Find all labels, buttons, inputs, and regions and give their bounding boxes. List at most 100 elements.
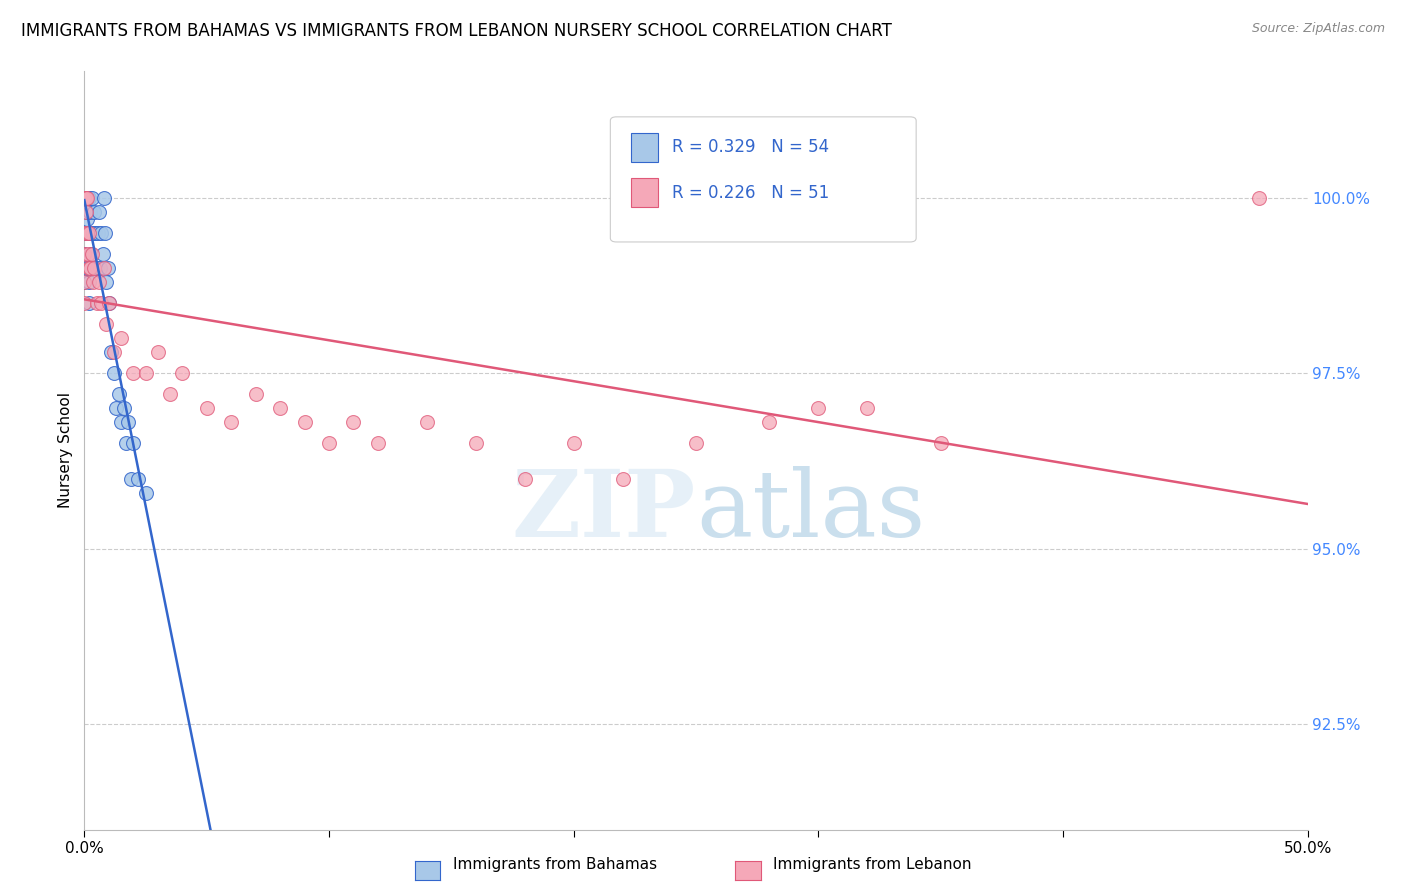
Point (80, 247, 103, 261)
Point (75, 204, 97, 219)
Point (612, 471, 634, 485)
Point (77, 191, 100, 205)
Point (76, 226, 98, 240)
Point (172, 366, 194, 380)
Point (513, 471, 536, 485)
Point (1247, 191, 1270, 205)
Point (245, 387, 267, 401)
Point (73, 247, 96, 261)
Point (195, 401, 218, 416)
Point (91, 247, 114, 261)
Point (83, 260, 105, 275)
Point (73, 191, 96, 205)
Text: IMMIGRANTS FROM BAHAMAS VS IMMIGRANTS FROM LEBANON NURSERY SCHOOL CORRELATION CH: IMMIGRANTS FROM BAHAMAS VS IMMIGRANTS FR… (21, 22, 891, 40)
Text: R = 0.226   N = 51: R = 0.226 N = 51 (672, 184, 828, 202)
Point (77, 260, 100, 275)
Point (75, 191, 97, 205)
Point (84, 226, 107, 240)
Point (76, 191, 98, 205)
Point (75, 204, 97, 219)
Point (73, 191, 96, 205)
Point (90, 226, 112, 240)
Point (97, 296, 120, 310)
Point (82, 226, 104, 240)
Point (73, 191, 96, 205)
Point (86, 296, 108, 310)
Point (80, 247, 103, 261)
Point (73, 191, 96, 205)
Point (87, 204, 110, 219)
Point (758, 416, 780, 430)
Text: Immigrants from Lebanon: Immigrants from Lebanon (773, 857, 972, 872)
Point (80, 191, 103, 205)
Point (75, 191, 97, 205)
Point (122, 436, 145, 450)
Point (73, 275, 96, 289)
Point (115, 436, 138, 450)
Point (73, 191, 96, 205)
Point (73, 191, 96, 205)
Text: ZIP: ZIP (512, 467, 696, 556)
Point (93, 191, 115, 205)
Point (77, 275, 100, 289)
Point (856, 401, 879, 416)
Point (86, 260, 108, 275)
Point (122, 366, 145, 380)
Point (90, 296, 112, 310)
Point (219, 416, 242, 430)
Point (110, 416, 132, 430)
Point (73, 226, 96, 240)
Point (103, 345, 125, 359)
Point (100, 345, 122, 359)
Point (269, 401, 291, 416)
Point (73, 191, 96, 205)
Point (73, 226, 96, 240)
Point (929, 436, 952, 450)
Point (464, 436, 486, 450)
Point (73, 247, 96, 261)
Point (97, 296, 120, 310)
Point (73, 204, 96, 219)
Point (73, 191, 96, 205)
Point (73, 275, 96, 289)
Point (87, 226, 110, 240)
Point (146, 345, 169, 359)
Bar (631, 133, 658, 161)
Point (120, 471, 142, 485)
Point (79, 204, 101, 219)
Point (342, 416, 364, 430)
Point (107, 387, 129, 401)
Point (117, 416, 139, 430)
Point (73, 296, 96, 310)
Point (77, 296, 100, 310)
Point (79, 226, 101, 240)
Point (73, 191, 96, 205)
Point (76, 211, 98, 226)
Point (103, 366, 125, 380)
Point (110, 331, 132, 345)
Point (367, 436, 389, 450)
Point (562, 436, 585, 450)
Point (77, 191, 100, 205)
Point (127, 471, 149, 485)
Point (77, 226, 100, 240)
Point (318, 436, 340, 450)
Point (94, 226, 117, 240)
Point (105, 401, 128, 416)
Text: atlas: atlas (696, 467, 925, 556)
Point (135, 366, 157, 380)
Text: Source: ZipAtlas.com: Source: ZipAtlas.com (1251, 22, 1385, 36)
Point (77, 226, 100, 240)
Point (96, 317, 118, 331)
Point (75, 191, 97, 205)
Text: R = 0.329   N = 54: R = 0.329 N = 54 (672, 138, 828, 156)
Point (97, 260, 120, 275)
Point (82, 275, 104, 289)
Point (76, 204, 98, 219)
Point (83, 204, 105, 219)
Bar (631, 178, 658, 207)
Point (96, 275, 118, 289)
Y-axis label: Nursery School: Nursery School (58, 392, 73, 508)
Point (807, 401, 830, 416)
Point (73, 191, 96, 205)
